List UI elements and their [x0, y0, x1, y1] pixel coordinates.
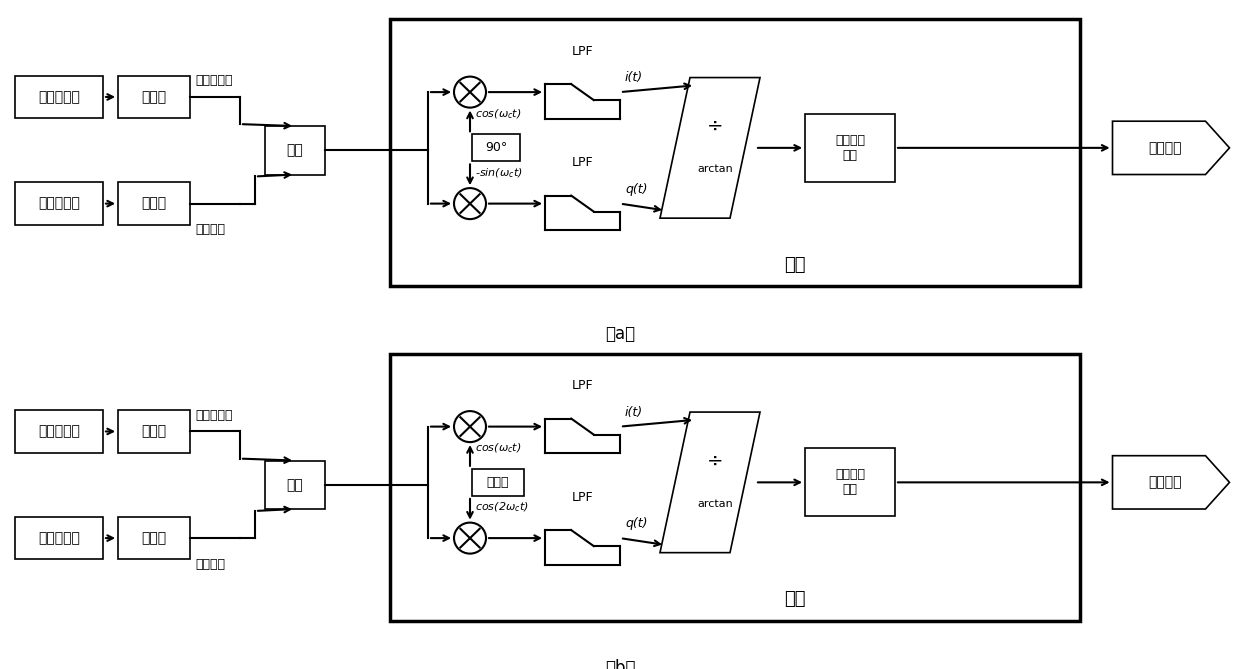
- Polygon shape: [1112, 456, 1230, 509]
- Bar: [391, 19, 1080, 286]
- Text: 解时分: 解时分: [141, 424, 166, 438]
- Text: -sin($\omega_c$t): -sin($\omega_c$t): [475, 167, 523, 180]
- Text: q(t): q(t): [625, 517, 647, 531]
- Text: （a）: （a）: [605, 325, 635, 343]
- Bar: [118, 182, 190, 225]
- Text: 二倍频: 二倍频: [487, 476, 510, 489]
- Text: 解调结果: 解调结果: [1148, 476, 1182, 489]
- Text: 第一探测器: 第一探测器: [38, 424, 79, 438]
- Polygon shape: [660, 78, 760, 218]
- Text: LPF: LPF: [572, 156, 593, 169]
- Text: arctan: arctan: [697, 498, 733, 508]
- Text: ÷: ÷: [707, 117, 723, 136]
- Text: 相位累积
算法: 相位累积 算法: [835, 134, 866, 162]
- Text: 非干涉信号: 非干涉信号: [195, 409, 233, 421]
- Polygon shape: [1112, 121, 1230, 175]
- Text: LPF: LPF: [572, 45, 593, 58]
- Text: ÷: ÷: [707, 452, 723, 470]
- Bar: [15, 516, 103, 559]
- Bar: [265, 126, 325, 175]
- Text: LPF: LPF: [572, 379, 593, 392]
- Text: i(t): i(t): [625, 72, 644, 84]
- Text: 解调: 解调: [784, 590, 806, 608]
- Bar: [805, 448, 895, 516]
- Circle shape: [454, 188, 486, 219]
- Text: cos($\omega_c$t): cos($\omega_c$t): [475, 442, 522, 455]
- Text: 干涉信号: 干涉信号: [195, 223, 224, 236]
- Text: cos($\omega_c$t): cos($\omega_c$t): [475, 107, 522, 120]
- Bar: [265, 460, 325, 509]
- Text: 非干涉信号: 非干涉信号: [195, 74, 233, 87]
- Bar: [118, 410, 190, 453]
- Text: 干涉信号: 干涉信号: [195, 557, 224, 571]
- Bar: [805, 114, 895, 182]
- Text: （b）: （b）: [605, 660, 635, 669]
- Text: q(t): q(t): [625, 183, 647, 196]
- Circle shape: [454, 411, 486, 442]
- Circle shape: [454, 76, 486, 108]
- Text: cos(2$\omega_c$t): cos(2$\omega_c$t): [475, 501, 528, 514]
- Text: 相除: 相除: [286, 143, 304, 157]
- Text: 相除: 相除: [286, 478, 304, 492]
- Bar: [472, 469, 525, 496]
- Bar: [472, 134, 520, 161]
- Text: 解时分: 解时分: [141, 90, 166, 104]
- Text: 解时分: 解时分: [141, 531, 166, 545]
- Circle shape: [454, 522, 486, 554]
- Text: LPF: LPF: [572, 490, 593, 504]
- Bar: [15, 76, 103, 118]
- Bar: [118, 516, 190, 559]
- Text: 相位累积
算法: 相位累积 算法: [835, 468, 866, 496]
- Bar: [15, 182, 103, 225]
- Bar: [391, 354, 1080, 621]
- Text: 解时分: 解时分: [141, 197, 166, 211]
- Text: 第一探测器: 第一探测器: [38, 90, 79, 104]
- Text: 第二探测器: 第二探测器: [38, 197, 79, 211]
- Bar: [118, 76, 190, 118]
- Bar: [15, 410, 103, 453]
- Text: arctan: arctan: [697, 164, 733, 174]
- Text: 90°: 90°: [485, 141, 507, 155]
- Text: 解调结果: 解调结果: [1148, 141, 1182, 155]
- Polygon shape: [660, 412, 760, 553]
- Text: i(t): i(t): [625, 406, 644, 419]
- Text: 第二探测器: 第二探测器: [38, 531, 79, 545]
- Text: 解调: 解调: [784, 256, 806, 274]
